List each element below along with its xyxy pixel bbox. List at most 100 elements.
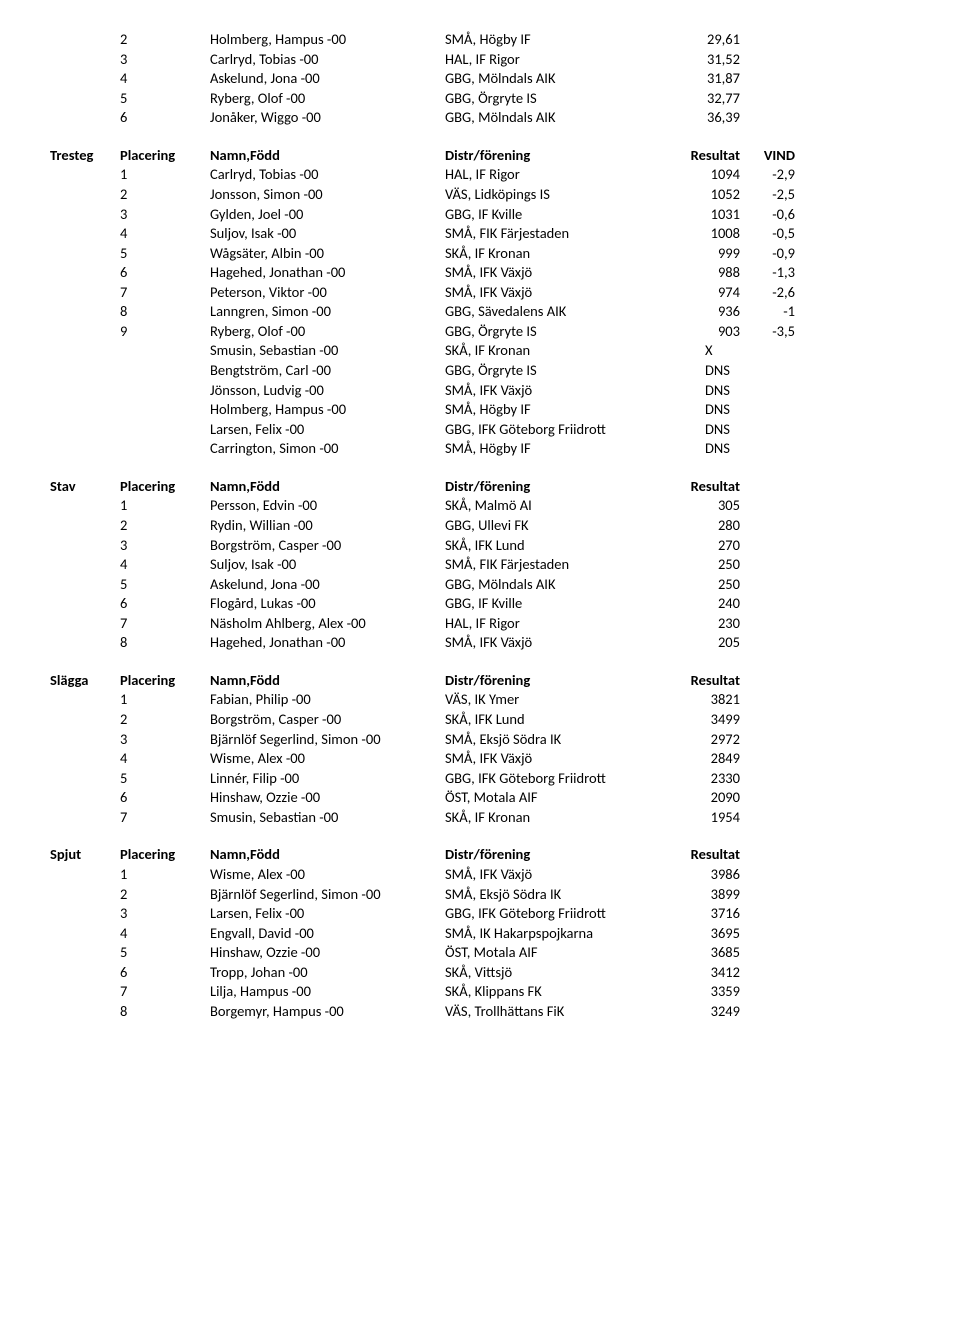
wind-cell bbox=[780, 439, 835, 459]
event-label bbox=[50, 30, 120, 50]
placering-cell: 5 bbox=[120, 769, 210, 789]
event-label bbox=[50, 594, 120, 614]
wind-cell: -3,5 bbox=[740, 322, 795, 342]
club-cell: SKÅ, Vittsjö bbox=[445, 963, 665, 983]
name-cell: Wisme, Alex -00 bbox=[210, 865, 445, 885]
event-section: TrestegPlaceringNamn,FöddDistr/föreningR… bbox=[50, 146, 910, 459]
header-result: Resultat bbox=[665, 146, 740, 166]
name-cell: Smusin, Sebastian -00 bbox=[210, 341, 445, 361]
event-label bbox=[50, 69, 120, 89]
name-cell: Persson, Edvin -00 bbox=[210, 496, 445, 516]
club-cell: SMÅ, IFK Växjö bbox=[445, 263, 665, 283]
name-cell: Holmberg, Hampus -00 bbox=[210, 400, 445, 420]
wind-cell: -0,5 bbox=[740, 224, 795, 244]
name-cell: Fabian, Philip -00 bbox=[210, 690, 445, 710]
result-cell: 32,77 bbox=[665, 89, 740, 109]
name-cell: Ryberg, Olof -00 bbox=[210, 322, 445, 342]
result-cell: 240 bbox=[665, 594, 740, 614]
placering-cell bbox=[120, 420, 210, 440]
event-label bbox=[50, 575, 120, 595]
result-cell: 3716 bbox=[665, 904, 740, 924]
header-club: Distr/förening bbox=[445, 146, 665, 166]
event-label bbox=[50, 185, 120, 205]
name-cell: Lilja, Hampus -00 bbox=[210, 982, 445, 1002]
event-label: Slägga bbox=[50, 671, 120, 691]
wind-cell bbox=[780, 361, 835, 381]
club-cell: SMÅ, IFK Växjö bbox=[445, 633, 665, 653]
name-cell: Larsen, Felix -00 bbox=[210, 420, 445, 440]
header-name: Namn,Född bbox=[210, 146, 445, 166]
club-cell: SKÅ, IF Kronan bbox=[445, 808, 665, 828]
result-cell: DNS bbox=[665, 420, 780, 440]
placering-cell: 6 bbox=[120, 963, 210, 983]
placering-cell: 8 bbox=[120, 633, 210, 653]
event-label bbox=[50, 710, 120, 730]
placering-cell: 2 bbox=[120, 710, 210, 730]
placering-cell: 8 bbox=[120, 302, 210, 322]
club-cell: HAL, IF Rigor bbox=[445, 614, 665, 634]
name-cell: Bengtström, Carl -00 bbox=[210, 361, 445, 381]
placering-cell: 4 bbox=[120, 924, 210, 944]
name-cell: Tropp, Johan -00 bbox=[210, 963, 445, 983]
event-label: Tresteg bbox=[50, 146, 120, 166]
result-cell: 936 bbox=[665, 302, 740, 322]
club-cell: SMÅ, Eksjö Södra IK bbox=[445, 885, 665, 905]
placering-cell bbox=[120, 341, 210, 361]
name-cell: Lanngren, Simon -00 bbox=[210, 302, 445, 322]
event-label bbox=[50, 982, 120, 1002]
event-label bbox=[50, 400, 120, 420]
event-label bbox=[50, 943, 120, 963]
wind-cell: -2,5 bbox=[740, 185, 795, 205]
club-cell: SMÅ, IFK Växjö bbox=[445, 381, 665, 401]
header-placering: Placering bbox=[120, 845, 210, 865]
placering-cell: 8 bbox=[120, 1002, 210, 1022]
placering-cell: 3 bbox=[120, 536, 210, 556]
result-cell: 903 bbox=[665, 322, 740, 342]
placering-cell bbox=[120, 400, 210, 420]
placering-cell: 7 bbox=[120, 808, 210, 828]
name-cell: Borgström, Casper -00 bbox=[210, 536, 445, 556]
club-cell: GBG, Örgryte IS bbox=[445, 322, 665, 342]
placering-cell: 7 bbox=[120, 283, 210, 303]
club-cell: GBG, Örgryte IS bbox=[445, 361, 665, 381]
header-club: Distr/förening bbox=[445, 671, 665, 691]
result-cell: 974 bbox=[665, 283, 740, 303]
name-cell: Linnér, Filip -00 bbox=[210, 769, 445, 789]
placering-cell: 6 bbox=[120, 788, 210, 808]
placering-cell: 1 bbox=[120, 690, 210, 710]
placering-cell: 7 bbox=[120, 614, 210, 634]
result-cell: 31,87 bbox=[665, 69, 740, 89]
top-results: 2Holmberg, Hampus -00SMÅ, Högby IF29,613… bbox=[50, 30, 910, 128]
club-cell: GBG, Mölndals AIK bbox=[445, 69, 665, 89]
result-cell: 1052 bbox=[665, 185, 740, 205]
placering-cell: 1 bbox=[120, 165, 210, 185]
event-label bbox=[50, 865, 120, 885]
club-cell: SKÅ, IFK Lund bbox=[445, 536, 665, 556]
name-cell: Askelund, Jona -00 bbox=[210, 575, 445, 595]
event-label: Spjut bbox=[50, 845, 120, 865]
event-label bbox=[50, 244, 120, 264]
name-cell: Bjärnlöf Segerlind, Simon -00 bbox=[210, 885, 445, 905]
result-cell: 29,61 bbox=[665, 30, 740, 50]
event-label bbox=[50, 283, 120, 303]
event-label bbox=[50, 614, 120, 634]
name-cell: Peterson, Viktor -00 bbox=[210, 283, 445, 303]
event-label bbox=[50, 263, 120, 283]
name-cell: Borgemyr, Hampus -00 bbox=[210, 1002, 445, 1022]
header-result: Resultat bbox=[665, 845, 740, 865]
club-cell: VÄS, Trollhättans FiK bbox=[445, 1002, 665, 1022]
event-section: StavPlaceringNamn,FöddDistr/föreningResu… bbox=[50, 477, 910, 653]
header-result: Resultat bbox=[665, 671, 740, 691]
club-cell: GBG, IF Kville bbox=[445, 594, 665, 614]
club-cell: GBG, IFK Göteborg Friidrott bbox=[445, 904, 665, 924]
name-cell: Holmberg, Hampus -00 bbox=[210, 30, 445, 50]
result-cell: 3821 bbox=[665, 690, 740, 710]
result-cell: 999 bbox=[665, 244, 740, 264]
club-cell: GBG, Sävedalens AIK bbox=[445, 302, 665, 322]
result-cell: 205 bbox=[665, 633, 740, 653]
event-label: Stav bbox=[50, 477, 120, 497]
club-cell: GBG, IF Kville bbox=[445, 205, 665, 225]
club-cell: SKÅ, IFK Lund bbox=[445, 710, 665, 730]
placering-cell: 3 bbox=[120, 904, 210, 924]
club-cell: SMÅ, IFK Växjö bbox=[445, 283, 665, 303]
